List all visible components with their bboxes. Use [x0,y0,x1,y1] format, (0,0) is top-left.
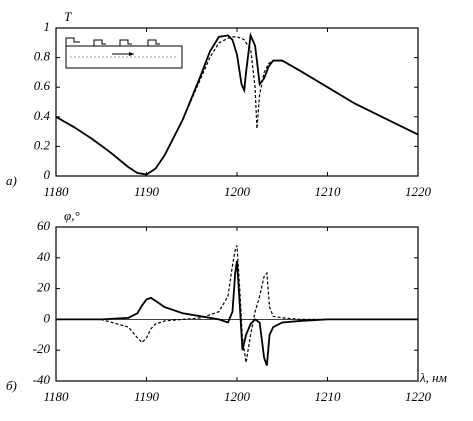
inset-diagram [65,37,183,69]
plot-frame [55,226,419,382]
line-series [56,245,418,363]
x-tick-label: 1200 [224,184,251,199]
x-tick-label: 1220 [405,389,432,404]
y-axis-label: φ,° [64,208,80,223]
y-tick-label: 0.8 [34,49,51,64]
y-tick-label: 0 [44,167,51,182]
line-series [55,36,419,176]
y-tick-label: 0.6 [34,78,51,93]
y-tick-label: 0 [44,310,51,325]
y-axis-label: T [64,9,72,24]
x-tick-label: 1180 [43,184,69,199]
x-tick-label: 1210 [315,389,342,404]
y-tick-label: 40 [37,249,51,264]
y-tick-label: 0.4 [34,108,51,123]
y-tick-label: 20 [37,280,51,295]
x-tick-label: 1210 [315,184,342,199]
y-tick-label: 1 [44,19,51,34]
x-tick-label: 1180 [43,389,69,404]
y-tick-label: 60 [37,218,51,233]
plot-frame [55,27,419,177]
panel-label: а) [6,173,17,188]
x-tick-label: 1190 [134,389,160,404]
y-tick-label: -40 [33,372,51,387]
x-tick-label: 1190 [134,184,160,199]
x-tick-label: 1220 [405,184,432,199]
y-tick-label: 0.2 [34,137,51,152]
line-series [56,260,418,366]
x-tick-label: 1200 [224,389,251,404]
y-tick-label: -20 [33,341,51,356]
panel-label: б) [6,378,17,393]
x-axis-label: λ, нм [419,370,447,385]
